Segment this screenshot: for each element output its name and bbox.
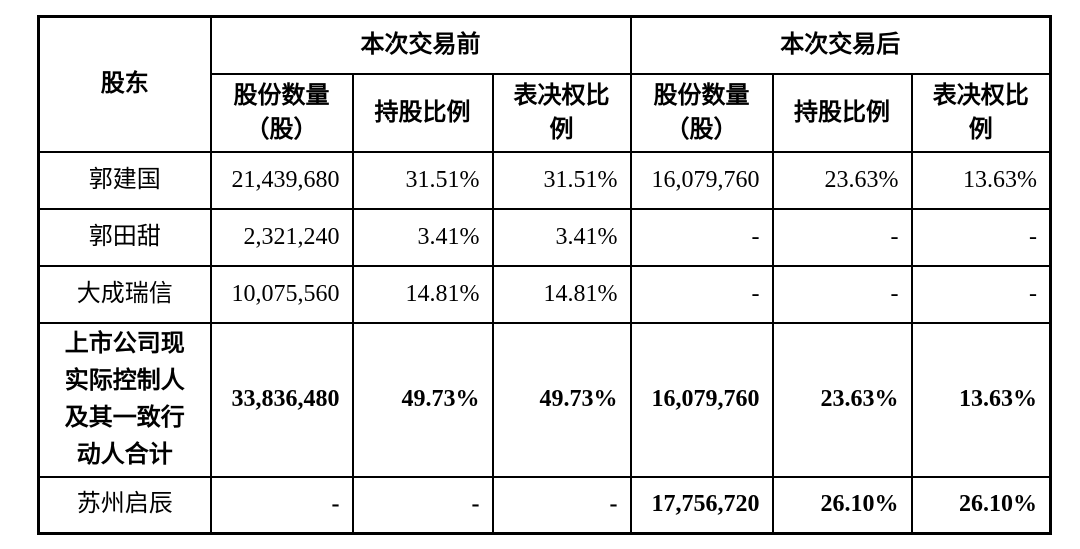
value-cell-after: 23.63% (771, 150, 913, 210)
value-cell-after: 26.10% (771, 475, 913, 535)
column-header-shares-after: 股份数量 （股） (629, 72, 774, 153)
shareholder-name-cell: 郭田甜 (37, 207, 212, 267)
group-header-after-transaction: 本次交易后 (629, 15, 1052, 75)
table-row: 郭田甜 2,321,240 3.41% 3.41% - - - (37, 207, 1052, 267)
table-header: 股东 本次交易前 本次交易后 股份数量 （股） 持股比例 表决权比 例 股份数量… (37, 15, 1052, 153)
value-cell-after: - (771, 207, 913, 267)
value-cell-before: 3.41% (491, 207, 632, 267)
value-cell-after: 16,079,760 (629, 321, 774, 478)
value-cell-after: 17,756,720 (629, 475, 774, 535)
column-header-holding-ratio-before: 持股比例 (351, 72, 494, 153)
value-cell-before: 10,075,560 (209, 264, 354, 324)
value-cell-before: 31.51% (351, 150, 494, 210)
value-cell-before: - (351, 475, 494, 535)
table-row: 上市公司现 实际控制人 及其一致行 动人合计 33,836,480 49.73% 49… (37, 321, 1052, 478)
value-cell-after: 13.63% (910, 150, 1052, 210)
value-cell-before: 14.81% (491, 264, 632, 324)
value-cell-before: - (491, 475, 632, 535)
value-cell-after: 26.10% (910, 475, 1052, 535)
value-cell-after: 23.63% (771, 321, 913, 478)
table-body: 郭建国 21,439,680 31.51% 31.51% 16,079,760 23.63… (37, 150, 1052, 535)
value-cell-after: - (629, 264, 774, 324)
column-header-shareholder: 股东 (37, 15, 212, 153)
value-cell-after: - (771, 264, 913, 324)
value-cell-after: 13.63% (910, 321, 1052, 478)
value-cell-before: 3.41% (351, 207, 494, 267)
column-header-holding-ratio-after: 持股比例 (771, 72, 913, 153)
shareholder-name-cell: 郭建国 (37, 150, 212, 210)
value-cell-after: 16,079,760 (629, 150, 774, 210)
value-cell-before: 21,439,680 (209, 150, 354, 210)
shareholder-name-cell: 苏州启辰 (37, 475, 212, 535)
value-cell-before: 33,836,480 (209, 321, 354, 478)
table-row: 郭建国 21,439,680 31.51% 31.51% 16,079,760 23.63… (37, 150, 1052, 210)
column-header-voting-ratio-after: 表决权比 例 (910, 72, 1052, 153)
group-header-row: 股东 本次交易前 本次交易后 (37, 15, 1052, 153)
document-page: 股东 本次交易前 本次交易后 股份数量 （股） 持股比例 表决权比 例 股份数量… (0, 15, 1080, 549)
value-cell-before: 14.81% (351, 264, 494, 324)
value-cell-after: - (629, 207, 774, 267)
group-header-before-transaction: 本次交易前 (209, 15, 632, 75)
shareholder-name-cell: 大成瑞信 (37, 264, 212, 324)
shareholding-table: 股东 本次交易前 本次交易后 股份数量 （股） 持股比例 表决权比 例 股份数量… (37, 15, 1053, 535)
value-cell-before: 31.51% (491, 150, 632, 210)
value-cell-before: - (209, 475, 354, 535)
column-header-shares-before: 股份数量 （股） (209, 72, 354, 153)
table-row: 苏州启辰 - - -17,756,720 26.10% 26.10% (37, 475, 1052, 535)
sub-header-row: 股份数量 （股） 持股比例 表决权比 例 股份数量 （股） 持股比例 表决权比 … (39, 72, 1052, 153)
value-cell-after: - (910, 264, 1052, 324)
column-header-voting-ratio-before: 表决权比 例 (491, 72, 632, 153)
table-row: 大成瑞信 10,075,560 14.81% 14.81% - - - (37, 264, 1052, 324)
value-cell-before: 2,321,240 (209, 207, 354, 267)
value-cell-before: 49.73% (491, 321, 632, 478)
shareholder-name-cell: 上市公司现 实际控制人 及其一致行 动人合计 (37, 321, 212, 478)
value-cell-after: - (910, 207, 1052, 267)
value-cell-before: 49.73% (351, 321, 494, 478)
